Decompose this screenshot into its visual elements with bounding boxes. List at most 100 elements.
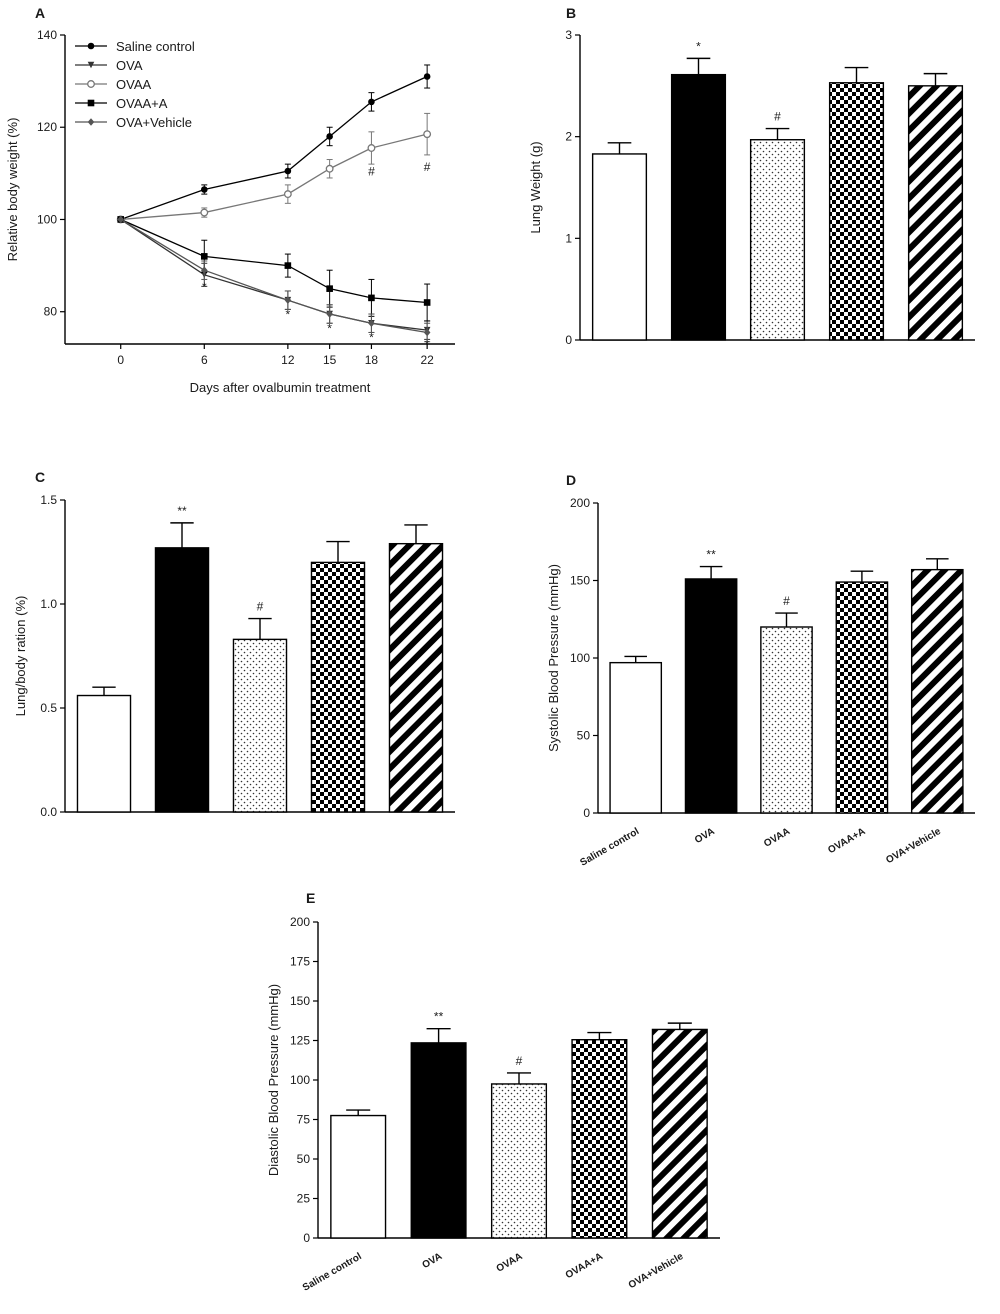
panel-a: A 80 100 120 140 0 6 12 15 18 22 Days after ovalbum…: [5, 5, 455, 395]
significance-marker: #: [424, 160, 431, 174]
panel-d: D 0 50 100 150 200 Systolic Blood Pressure (mm…: [546, 472, 975, 869]
data-point: [87, 42, 95, 50]
legend-label: OVA: [116, 58, 143, 73]
y-tick-label: 0: [583, 806, 590, 820]
panel-letter-c: C: [35, 469, 45, 485]
data-point: [423, 328, 431, 337]
series-line: [120, 75, 428, 221]
data-point: [368, 319, 375, 328]
panel-letter-b: B: [566, 5, 576, 21]
bar-2: [154, 547, 210, 813]
y-tick-label: 175: [290, 955, 310, 969]
x-tick-label: 18: [365, 353, 379, 367]
data-point: [326, 133, 333, 140]
bar-5: [907, 85, 964, 341]
significance-marker: *: [696, 39, 701, 53]
data-point: [368, 294, 375, 302]
y-tick-label: 2: [565, 130, 572, 144]
series-saline-control: [117, 64, 431, 223]
y-tick-label: 140: [37, 28, 57, 42]
y-axis-label: Relative body weight (%): [5, 118, 20, 262]
series-ova-vehicle: [117, 215, 431, 343]
legend-label: Saline control: [116, 39, 195, 54]
significance-marker: *: [425, 338, 430, 352]
panel-letter-d: D: [566, 472, 576, 488]
data-point: [117, 215, 125, 224]
panel-c: C 0.0 0.5 1.0 1.5 Lung/body ration (%) ** #: [13, 469, 455, 819]
x-tick-label: 22: [420, 353, 434, 367]
bar-5: [651, 1028, 708, 1239]
data-point: [423, 130, 432, 139]
y-axis-label: Lung/body ration (%): [13, 596, 28, 717]
data-point: [423, 299, 431, 306]
significance-marker: *: [327, 321, 332, 335]
y-tick-label: 100: [37, 212, 57, 226]
category-label: OVA: [420, 1251, 444, 1271]
data-point: [87, 61, 95, 69]
bar-2: [684, 578, 738, 814]
bar-1: [76, 694, 132, 813]
data-point: [283, 190, 292, 199]
panel-letter-a: A: [35, 5, 45, 21]
significance-marker: #: [783, 594, 790, 608]
category-label: OVA+Vehicle: [627, 1251, 686, 1291]
y-tick-label: 0: [565, 333, 572, 347]
bar-1: [609, 661, 663, 814]
y-tick-label: 200: [290, 915, 310, 929]
y-tick-label: 100: [570, 651, 590, 665]
y-axis-label: Diastolic Blood Pressure (mmHg): [266, 984, 281, 1176]
y-tick-label: 75: [297, 1113, 311, 1127]
category-label: OVAA: [495, 1251, 525, 1275]
y-tick-label: 50: [577, 729, 591, 743]
significance-marker: #: [516, 1054, 523, 1068]
y-axis-label: Lung Weight (g): [528, 141, 543, 233]
bar-5: [910, 568, 964, 814]
data-point: [326, 285, 333, 292]
data-point: [200, 208, 209, 217]
x-tick-label: 0: [117, 353, 124, 367]
y-tick-label: 1.5: [40, 493, 57, 507]
y-tick-label: 3: [565, 28, 572, 42]
bar-2: [670, 73, 727, 341]
category-label: OVAA+A: [564, 1251, 605, 1281]
category-label: Saline control: [578, 826, 641, 869]
series-line: [120, 133, 428, 221]
category-label: Saline control: [301, 1251, 364, 1294]
panel-b: B 0 1 2 3 Lung Weight (g) * #: [528, 5, 975, 347]
bar-4: [310, 561, 366, 813]
bar-4: [828, 82, 885, 341]
bar-1: [591, 153, 648, 341]
legend-label: OVAA: [116, 77, 151, 92]
bar-1: [330, 1114, 387, 1239]
bar-5: [388, 542, 444, 813]
panel-letter-e: E: [306, 890, 315, 906]
y-tick-label: 100: [290, 1073, 310, 1087]
series-ovaa: [116, 112, 432, 224]
bar-4: [571, 1039, 628, 1239]
legend-label: OVA+Vehicle: [116, 115, 192, 130]
legend-label: OVAA+A: [116, 96, 168, 111]
data-point: [367, 144, 376, 152]
data-point: [284, 296, 292, 304]
data-point: [326, 310, 333, 318]
data-point: [325, 164, 334, 173]
significance-marker: #: [774, 110, 781, 124]
data-point: [200, 253, 208, 260]
significance-marker: **: [434, 1010, 444, 1024]
bar-4: [835, 581, 889, 814]
y-tick-label: 0.5: [40, 701, 57, 715]
data-point: [284, 167, 292, 175]
y-tick-label: 150: [290, 994, 310, 1008]
y-tick-label: 120: [37, 120, 57, 134]
data-point: [284, 262, 292, 269]
category-label: OVA: [693, 826, 717, 846]
series-line: [120, 218, 428, 304]
y-tick-label: 0.0: [40, 805, 57, 819]
series-line: [120, 218, 428, 331]
data-point: [87, 99, 95, 107]
bar-3: [232, 638, 288, 813]
x-axis-label: Days after ovalbumin treatment: [190, 380, 371, 395]
category-label: OVA+Vehicle: [884, 826, 943, 866]
category-label: OVAA+A: [826, 826, 867, 856]
